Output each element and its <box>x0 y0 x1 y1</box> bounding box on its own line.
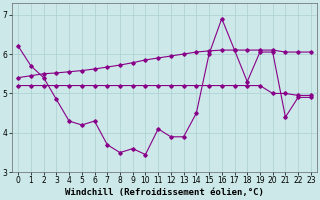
X-axis label: Windchill (Refroidissement éolien,°C): Windchill (Refroidissement éolien,°C) <box>65 188 264 197</box>
